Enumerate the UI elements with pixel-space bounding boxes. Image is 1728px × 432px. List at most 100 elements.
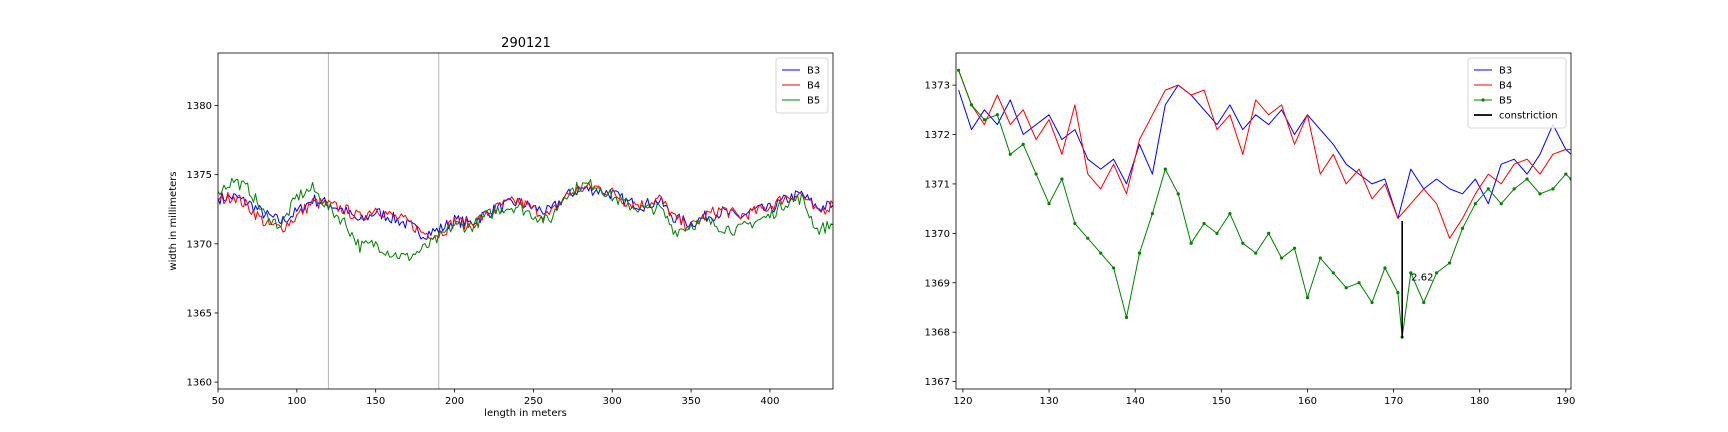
data-point-b5	[1383, 266, 1387, 270]
y-tick-label: 1375	[187, 170, 212, 181]
data-point-b5	[1473, 202, 1477, 206]
series-line-b5	[958, 70, 1571, 338]
data-point-b5	[982, 118, 987, 122]
x-tick-label: 150	[366, 396, 385, 407]
x-tick-label: 140	[1126, 396, 1145, 407]
y-tick-label: 1369	[925, 278, 950, 289]
legend-label-b3: B3	[807, 66, 820, 77]
data-point-b5	[1525, 177, 1529, 181]
data-point-b5	[1435, 271, 1439, 275]
legend-label-b4: B4	[1499, 81, 1512, 92]
data-point-b5	[1163, 167, 1167, 171]
y-tick-label: 1367	[925, 377, 950, 388]
data-point-b5	[1499, 202, 1503, 206]
data-point-b5	[1060, 177, 1064, 181]
data-point-b5	[956, 68, 961, 72]
x-tick-label: 180	[1470, 396, 1489, 407]
data-point-b5	[1008, 152, 1012, 156]
data-point-b5	[1047, 202, 1051, 206]
y-tick-label: 1371	[925, 179, 950, 190]
x-tick-label: 100	[287, 396, 306, 407]
y-tick-label: 1365	[187, 308, 212, 319]
legend-marker-b5	[1481, 98, 1485, 102]
y-tick-label: 1368	[925, 328, 950, 339]
legend: B3 B4 B5	[775, 57, 829, 114]
chart-right: 120 130 140 150 160 170 180 190 1367 1368 1369 1370…	[925, 52, 1575, 407]
data-point-b5	[1331, 271, 1335, 275]
x-tick-label: 170	[1384, 396, 1403, 407]
series-line-b4	[958, 70, 1571, 239]
right-plot-area	[956, 68, 1571, 339]
x-axis-label: length in meters	[484, 408, 567, 419]
data-point-b5	[1150, 211, 1154, 216]
data-point-b5	[1538, 192, 1542, 196]
axes-frame	[217, 52, 834, 390]
data-point-b5	[1267, 231, 1271, 235]
data-point-b5	[1318, 256, 1322, 260]
data-point-b5	[1422, 300, 1426, 305]
y-tick-label: 1370	[187, 239, 212, 250]
data-point-b5	[1370, 300, 1374, 305]
data-point-b5	[1034, 172, 1038, 176]
data-point-b5	[1409, 271, 1413, 275]
series-line-b4	[218, 181, 833, 240]
legend-label-b5: B5	[1499, 96, 1512, 107]
legend-frame	[1467, 57, 1567, 129]
x-tick-label: 50	[212, 396, 225, 407]
data-point-b5	[1305, 295, 1310, 300]
data-point-b5	[1460, 226, 1465, 231]
legend-label-b5: B5	[807, 96, 820, 107]
data-point-b5	[995, 113, 999, 117]
data-point-b5	[1099, 251, 1103, 255]
x-tick-label: 160	[1298, 396, 1317, 407]
left-plot-area	[218, 53, 833, 389]
chart-title: 290121	[501, 36, 551, 51]
data-point-b5	[1357, 281, 1361, 285]
data-point-b5	[1073, 221, 1077, 226]
series-line-b5	[218, 177, 833, 262]
legend-frame	[775, 57, 829, 114]
data-point-b5	[1202, 221, 1206, 226]
y-tick-label: 1373	[925, 81, 950, 92]
axes-frame	[955, 52, 1572, 390]
data-point-b5	[1512, 187, 1516, 191]
data-point-b5	[1486, 187, 1490, 191]
legend-label-b3: B3	[1499, 66, 1512, 77]
legend-label-b4: B4	[807, 81, 820, 92]
data-point-b5	[1564, 172, 1568, 176]
legend: B3 B4 B5 constriction	[1467, 57, 1567, 129]
data-point-b5	[969, 103, 974, 107]
y-tick-label: 1360	[187, 378, 212, 389]
data-point-b5	[1551, 187, 1555, 191]
x-tick-label: 150	[1212, 396, 1231, 407]
data-point-b5	[1228, 211, 1232, 216]
x-tick-label: 250	[524, 396, 543, 407]
data-point-b5	[1137, 251, 1142, 255]
y-tick-label: 1380	[187, 101, 212, 112]
data-point-b5	[1021, 142, 1025, 147]
constriction-label: 2.62	[1411, 273, 1433, 284]
x-tick-label: 200	[445, 396, 464, 407]
y-axis-label: width in millimeters	[168, 171, 179, 270]
x-tick-label: 350	[682, 396, 701, 407]
data-point-b5	[1215, 231, 1219, 235]
x-tick-label: 190	[1556, 396, 1575, 407]
y-tick-label: 1370	[925, 229, 950, 240]
data-point-b5	[1086, 236, 1090, 240]
x-tick-label: 130	[1039, 396, 1058, 407]
data-point-b5	[1189, 241, 1193, 245]
data-point-b5	[1344, 286, 1348, 290]
data-point-b5	[1124, 315, 1129, 319]
data-point-b5	[1396, 291, 1400, 295]
data-point-b5	[1112, 266, 1116, 270]
data-point-b5	[1254, 251, 1258, 255]
series-line-b3	[218, 185, 833, 240]
y-tick-label: 1372	[925, 130, 950, 141]
legend-label-constriction: constriction	[1499, 111, 1558, 122]
data-point-b5	[1176, 192, 1180, 196]
series-line-b3	[958, 84, 1571, 219]
data-point-b5	[1447, 261, 1452, 265]
x-tick-label: 120	[953, 396, 972, 407]
data-point-b5	[1279, 256, 1284, 260]
